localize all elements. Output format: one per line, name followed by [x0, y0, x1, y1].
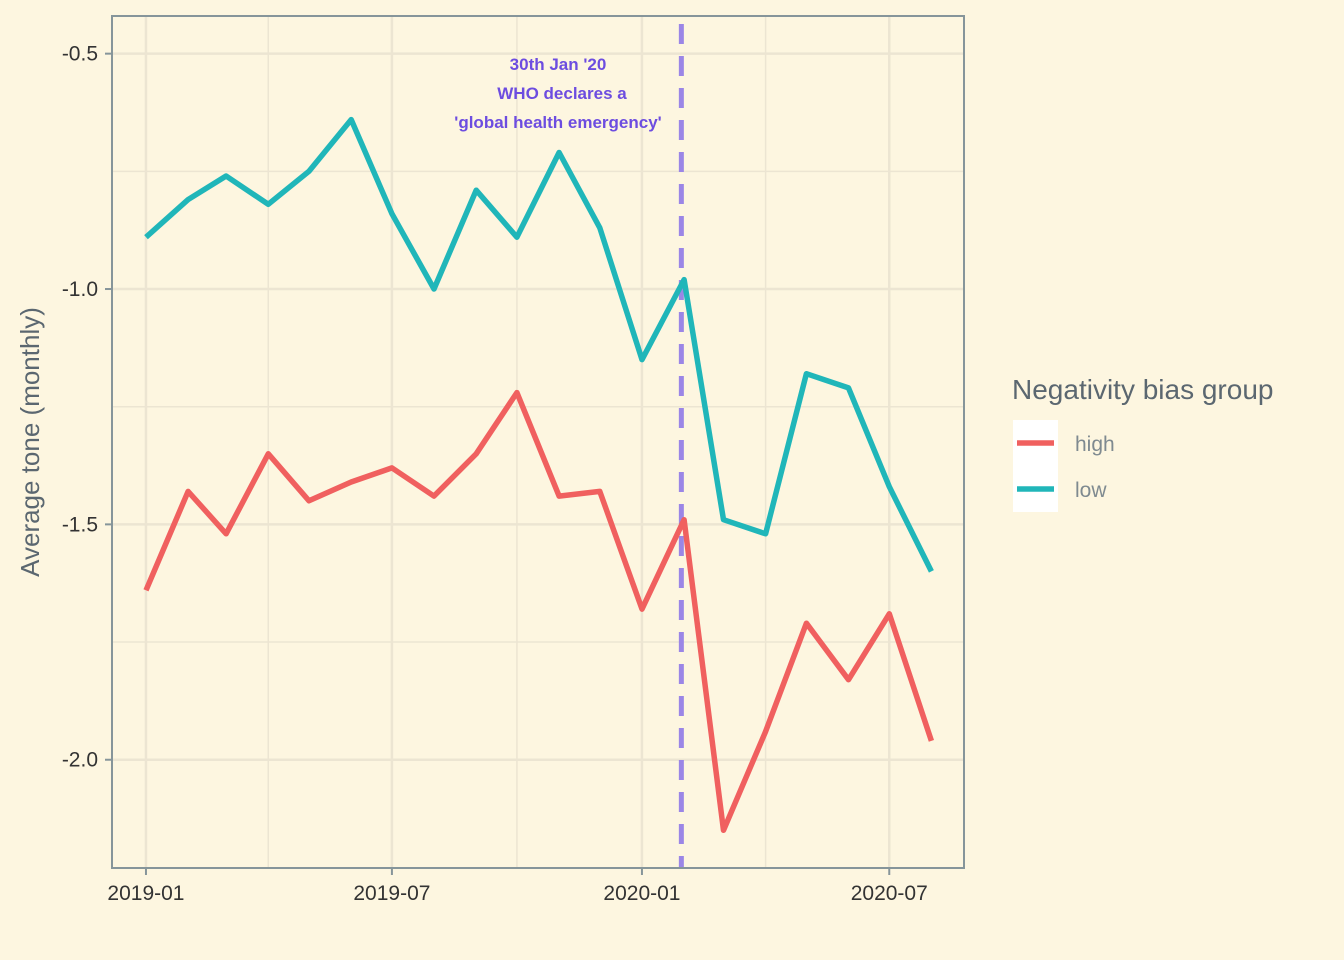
- x-tick-label-2: 2020-01: [603, 882, 680, 905]
- legend-label-high: high: [1075, 433, 1115, 456]
- legend-items: high low: [1013, 420, 1115, 512]
- x-tick-label-0: 2019-01: [107, 882, 184, 905]
- major-grid: [112, 16, 964, 868]
- series-line-low: [144, 116, 934, 573]
- plot-border: [111, 15, 965, 869]
- annotation-line-1: 30th Jan '20: [510, 55, 607, 74]
- series-lines: [143, 116, 935, 834]
- y-tick-label-0: -0.5: [62, 43, 98, 66]
- x-axis: 2019-01 2019-07 2020-01 2020-07: [107, 868, 928, 905]
- x-tick-label-1: 2019-07: [353, 882, 430, 905]
- annotation-line-2: WHO declares a: [497, 84, 627, 103]
- y-tick-label-2: -1.5: [62, 513, 98, 536]
- legend-title: Negativity bias group: [1012, 374, 1273, 405]
- legend: Negativity bias group high low: [1012, 374, 1273, 512]
- y-tick-label-1: -1.0: [62, 278, 98, 301]
- annotation-line-3: 'global health emergency': [454, 113, 661, 132]
- y-axis: -0.5 -1.0 -1.5 -2.0: [62, 43, 112, 772]
- who-annotation: 30th Jan '20 WHO declares a 'global heal…: [454, 55, 661, 132]
- legend-label-low: low: [1075, 479, 1107, 502]
- y-tick-label-3: -2.0: [62, 749, 98, 772]
- series-line-high: [143, 389, 935, 834]
- y-axis-label: Average tone (monthly): [15, 307, 45, 577]
- x-tick-label-3: 2020-07: [851, 882, 928, 905]
